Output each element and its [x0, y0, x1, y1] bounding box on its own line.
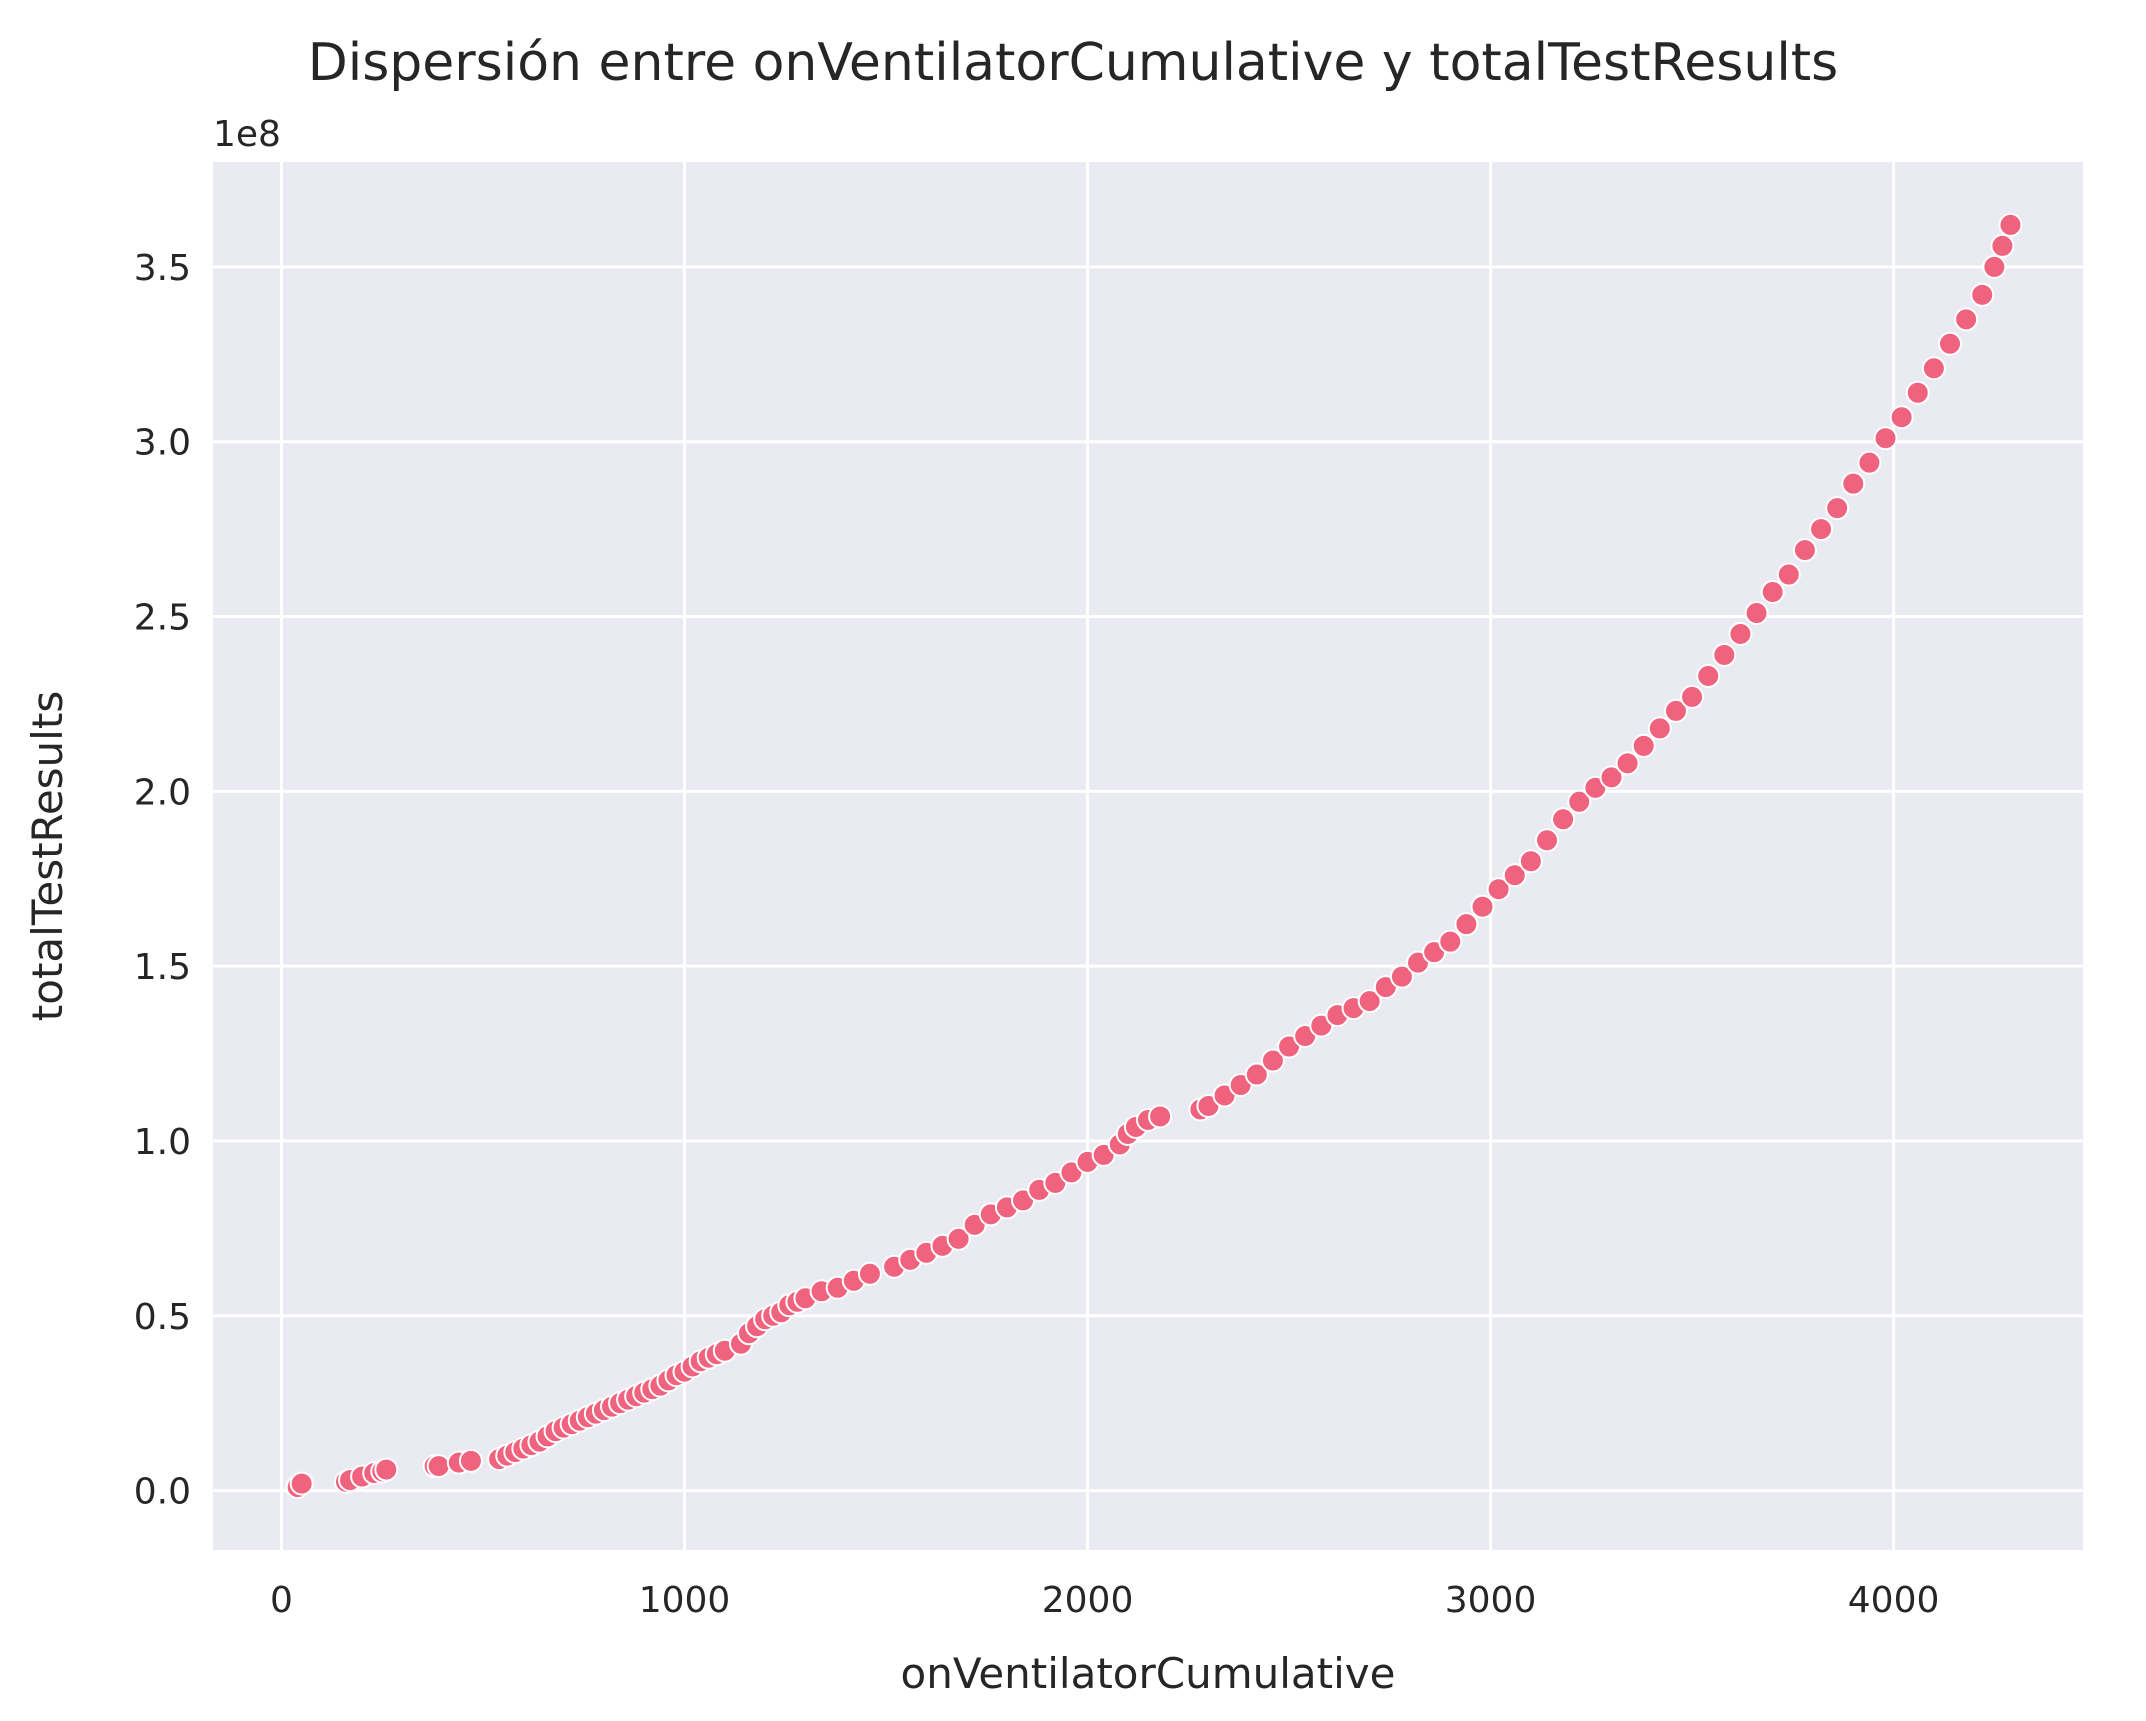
y-tick-label: 1.0: [134, 1122, 191, 1163]
scatter-point: [1841, 471, 1866, 496]
data-points: [285, 212, 2023, 1500]
plot-area: [213, 162, 2083, 1550]
scatter-point: [1857, 450, 1882, 475]
scatter-point: [1502, 863, 1527, 888]
scatter-point: [946, 1226, 971, 1251]
scatter-point: [1148, 1104, 1173, 1129]
y-axis-offset-label: 1e8: [213, 114, 281, 155]
scatter-point: [374, 1457, 399, 1482]
scatter-point: [1938, 331, 1963, 356]
x-tick-label: 2000: [1042, 1580, 1134, 1621]
scatter-point: [1438, 929, 1463, 954]
scatter-point: [1809, 517, 1834, 542]
scatter-point: [1631, 733, 1656, 758]
x-axis-label: onVentilatorCumulative: [901, 1649, 1396, 1698]
scatter-point: [1712, 642, 1737, 667]
scatter-point: [1728, 621, 1753, 646]
scatter-point: [1454, 912, 1479, 937]
x-tick-label: 0: [270, 1580, 293, 1621]
scatter-point: [1970, 282, 1995, 307]
x-tick-label: 3000: [1445, 1580, 1537, 1621]
scatter-point: [1954, 307, 1979, 332]
y-axis-label: totalTestResults: [23, 691, 72, 1021]
scatter-point: [1905, 380, 1930, 405]
scatter-point: [1760, 580, 1785, 605]
scatter-point: [1244, 1062, 1269, 1087]
scatter-point: [1776, 562, 1801, 587]
scatter-point: [1825, 496, 1850, 521]
scatter-point: [1615, 751, 1640, 776]
scatter-point: [1518, 849, 1543, 874]
scatter-point: [1982, 254, 2007, 279]
scatter-point: [1599, 765, 1624, 790]
chart-title: Dispersión entre onVentilatorCumulative …: [308, 33, 1839, 93]
scatter-point: [1990, 233, 2015, 258]
y-tick-label: 2.0: [134, 772, 191, 813]
x-axis-ticks: 0 1000 2000 3000 4000: [270, 1580, 1939, 1621]
grid-lines: [213, 162, 2083, 1550]
scatter-point: [1921, 356, 1946, 381]
scatter-point: [1744, 601, 1769, 626]
y-tick-label: 3.0: [134, 423, 191, 464]
scatter-point: [1389, 964, 1414, 989]
scatter-point: [1470, 894, 1495, 919]
y-tick-label: 0.0: [134, 1472, 191, 1513]
scatter-point: [1696, 663, 1721, 688]
scatter-point: [1792, 538, 1817, 563]
scatter-point: [458, 1448, 483, 1473]
scatter-point: [1873, 426, 1898, 451]
scatter-point: [1889, 405, 1914, 430]
y-axis-ticks: 0.0 0.5 1.0 1.5 2.0 2.5 3.0 3.5: [134, 248, 191, 1513]
y-tick-label: 2.5: [134, 598, 191, 639]
scatter-point: [1998, 212, 2023, 237]
y-tick-label: 0.5: [134, 1297, 191, 1338]
scatter-point: [1567, 789, 1592, 814]
scatter-point: [289, 1471, 314, 1496]
scatter-point: [1486, 877, 1511, 902]
x-tick-label: 1000: [639, 1580, 731, 1621]
y-tick-label: 3.5: [134, 248, 191, 289]
scatter-point: [1534, 828, 1559, 853]
scatter-point: [1680, 684, 1705, 709]
scatter-point: [1357, 989, 1382, 1014]
scatter-point: [857, 1261, 882, 1286]
scatter-point: [1647, 716, 1672, 741]
y-tick-label: 1.5: [134, 947, 191, 988]
scatter-point: [1260, 1048, 1285, 1073]
scatter-point: [1551, 807, 1576, 832]
x-tick-label: 4000: [1848, 1580, 1940, 1621]
scatter-point: [1663, 698, 1688, 723]
scatter-point: [426, 1454, 451, 1479]
